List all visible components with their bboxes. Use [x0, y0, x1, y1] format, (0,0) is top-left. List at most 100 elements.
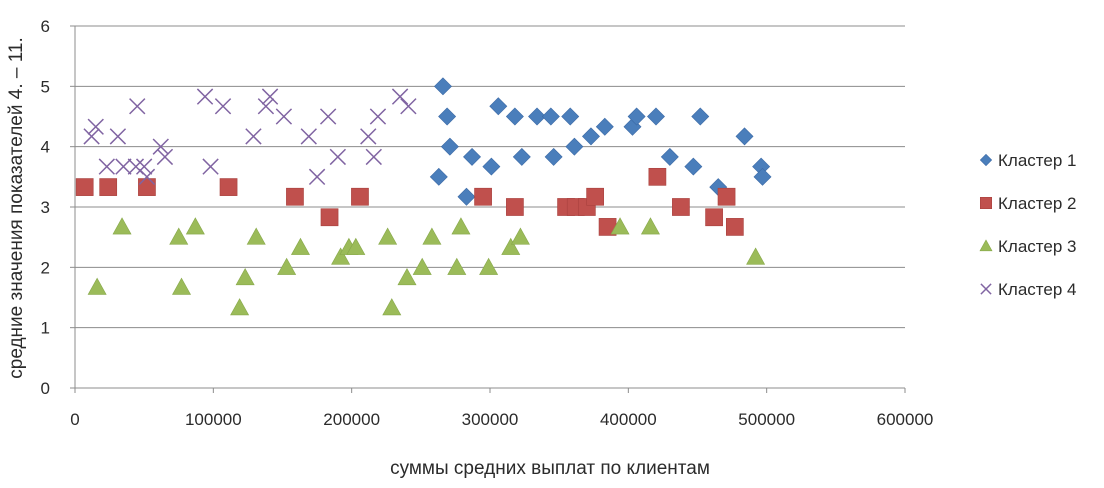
legend-marker — [980, 283, 992, 295]
data-point — [735, 127, 754, 146]
y-tick-label: 6 — [41, 17, 50, 36]
data-point — [544, 147, 563, 166]
data-point — [691, 107, 710, 126]
x-tick-label: 300000 — [462, 410, 519, 429]
x-axis-tick-labels: 0 100000 200000 300000 400000 500000 600000 — [70, 388, 933, 429]
data-point — [647, 107, 665, 126]
data-point — [300, 128, 317, 145]
data-point — [746, 247, 766, 265]
data-point — [586, 187, 604, 206]
legend-item: Кластер 4 — [980, 280, 1076, 299]
data-point — [230, 298, 250, 316]
data-point — [277, 257, 297, 275]
data-point — [457, 187, 476, 206]
gridlines — [75, 25, 905, 329]
legend: Кластер 1 Кластер 2 Кластер 3 Кластер 4 — [979, 151, 1076, 299]
x-axis-title: суммы средних выплат по клиентам — [390, 458, 710, 479]
data-point — [245, 128, 262, 145]
data-point — [214, 98, 232, 115]
data-point — [705, 208, 723, 227]
y-tick-label: 1 — [41, 319, 50, 338]
x-tick-label: 200000 — [323, 410, 380, 429]
series-1-points — [429, 77, 772, 206]
data-point — [329, 148, 347, 166]
x-tick-label: 0 — [70, 410, 79, 429]
data-point — [528, 107, 547, 126]
data-point — [595, 117, 614, 136]
data-point — [582, 127, 600, 146]
data-point — [382, 298, 402, 316]
data-point — [684, 157, 703, 176]
data-point — [360, 128, 377, 145]
legend-item: Кластер 1 — [979, 151, 1076, 170]
data-point — [725, 218, 744, 236]
data-point — [365, 148, 382, 166]
x-tick-label: 600000 — [877, 410, 934, 429]
data-point — [115, 158, 132, 175]
y-axis-title: средние значения показателей 4. – 11. — [6, 37, 27, 379]
data-point — [648, 167, 667, 186]
data-point — [412, 257, 432, 275]
legend-label: Кластер 2 — [998, 194, 1076, 213]
data-point — [489, 97, 508, 116]
data-point — [565, 137, 584, 156]
data-point — [505, 107, 524, 126]
data-point — [479, 257, 499, 275]
y-axis-tick-labels: 0 1 2 3 4 5 6 — [41, 17, 75, 398]
data-point — [753, 167, 772, 186]
data-point — [219, 178, 238, 196]
data-point — [351, 187, 369, 206]
legend-marker — [979, 153, 993, 167]
data-point — [510, 227, 530, 245]
data-point — [627, 107, 646, 126]
data-point — [275, 108, 293, 125]
data-point — [308, 168, 326, 186]
legend-marker — [979, 239, 993, 252]
data-point — [438, 107, 457, 126]
data-point — [440, 137, 459, 156]
data-point — [202, 158, 219, 175]
data-point — [235, 267, 255, 286]
data-point — [196, 88, 214, 105]
x-tick-label: 100000 — [185, 410, 242, 429]
data-point — [138, 178, 156, 196]
data-point — [369, 108, 387, 125]
data-point — [640, 217, 660, 235]
data-point — [172, 277, 192, 295]
data-point — [135, 158, 153, 175]
data-point — [400, 98, 417, 115]
data-point — [561, 107, 580, 126]
data-point — [346, 237, 366, 255]
data-point — [83, 128, 100, 145]
legend-marker — [979, 197, 992, 210]
y-tick-label: 0 — [41, 379, 50, 398]
y-tick-label: 2 — [41, 258, 50, 277]
data-point — [185, 217, 205, 235]
series-2-points — [75, 167, 744, 236]
data-points — [75, 77, 772, 316]
data-point — [541, 107, 560, 126]
series-4-points — [83, 88, 417, 186]
data-point — [397, 267, 417, 286]
data-point — [429, 167, 448, 186]
data-point — [286, 187, 304, 206]
data-point — [447, 257, 467, 275]
data-point — [433, 77, 452, 96]
data-point — [672, 198, 690, 216]
data-point — [482, 157, 501, 176]
data-point — [451, 217, 471, 235]
data-point — [169, 227, 189, 245]
data-point — [257, 98, 275, 115]
y-tick-label: 5 — [41, 77, 50, 96]
legend-label: Кластер 3 — [998, 237, 1076, 256]
y-tick-label: 3 — [41, 198, 50, 217]
legend-item: Кластер 2 — [979, 194, 1076, 213]
y-tick-label: 4 — [41, 138, 50, 157]
data-point — [138, 168, 156, 186]
data-point — [98, 158, 115, 175]
data-point — [87, 118, 104, 135]
data-point — [75, 178, 94, 196]
data-point — [99, 178, 118, 196]
data-point — [474, 187, 492, 206]
data-point — [156, 148, 174, 166]
